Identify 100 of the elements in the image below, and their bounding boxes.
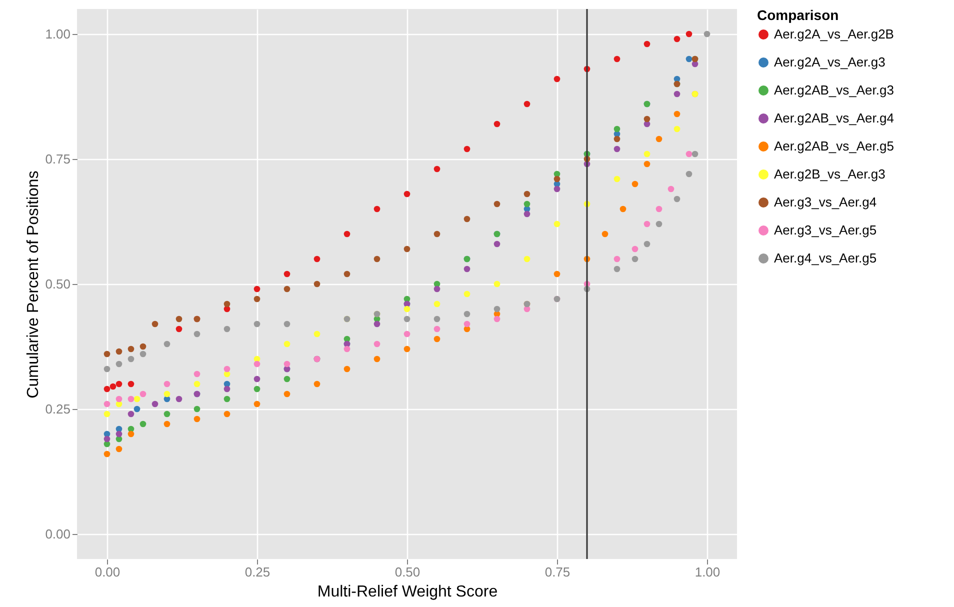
point — [128, 396, 134, 402]
legend-label: Aer.g3_vs_Aer.g4 — [774, 194, 877, 210]
point — [164, 380, 170, 388]
point — [134, 406, 140, 412]
point — [110, 383, 116, 390]
legend-label: Aer.g4_vs_Aer.g5 — [774, 250, 877, 266]
point — [632, 180, 638, 188]
point — [404, 316, 410, 322]
legend-label: Aer.g2A_vs_Aer.g2B — [774, 26, 894, 42]
point — [284, 270, 290, 278]
legend-label: Aer.g2B_vs_Aer.g3 — [774, 166, 886, 182]
point — [284, 340, 290, 348]
x-tick-label: 0.00 — [94, 564, 120, 580]
point — [524, 256, 530, 262]
point — [254, 386, 260, 392]
point — [554, 176, 560, 182]
point — [194, 330, 200, 338]
point — [314, 280, 320, 288]
legend-title: Comparison — [757, 7, 839, 23]
point — [404, 330, 410, 338]
point — [614, 136, 620, 142]
point — [434, 300, 440, 308]
point — [674, 110, 680, 118]
point — [254, 320, 260, 328]
y-tick-label: 0.00 — [45, 526, 70, 542]
y-tick-label: 0.50 — [45, 276, 70, 292]
point — [674, 196, 680, 202]
y-tick-label: 1.00 — [45, 26, 70, 42]
point — [128, 410, 134, 418]
point — [434, 166, 440, 172]
point — [374, 356, 380, 362]
point — [404, 346, 410, 352]
point — [644, 160, 650, 168]
point — [674, 126, 680, 132]
point — [656, 206, 662, 212]
point — [164, 390, 170, 398]
legend-label: Aer.g3_vs_Aer.g5 — [774, 222, 877, 238]
point — [254, 286, 260, 292]
point — [128, 346, 134, 352]
point — [494, 316, 500, 322]
point — [374, 256, 380, 262]
point — [284, 376, 290, 382]
point — [176, 396, 182, 402]
point — [140, 390, 146, 398]
point — [224, 300, 230, 308]
point — [614, 266, 620, 272]
point — [374, 206, 380, 212]
point — [404, 190, 410, 198]
point — [344, 346, 350, 352]
point — [254, 296, 260, 302]
point — [224, 386, 230, 392]
point — [104, 400, 110, 408]
point — [164, 340, 170, 348]
point — [116, 360, 122, 368]
point — [176, 326, 182, 332]
point — [434, 230, 440, 238]
point — [194, 406, 200, 412]
point — [464, 266, 470, 272]
point — [644, 40, 650, 48]
x-axis-title: Multi-Relief Weight Score — [317, 584, 498, 600]
point — [116, 446, 122, 452]
point — [164, 410, 170, 418]
point — [644, 150, 650, 158]
point — [104, 386, 110, 392]
point — [704, 30, 710, 38]
point — [494, 306, 500, 312]
x-tick-label: 1.00 — [694, 564, 720, 580]
point — [602, 230, 608, 238]
point — [116, 348, 122, 355]
point — [176, 316, 182, 322]
point — [224, 326, 230, 332]
point — [140, 420, 146, 428]
point — [152, 400, 158, 408]
point — [614, 176, 620, 182]
point — [686, 150, 692, 158]
point — [614, 146, 620, 152]
point — [344, 270, 350, 278]
point — [254, 376, 260, 382]
point — [284, 360, 290, 368]
point — [524, 210, 530, 218]
point — [554, 270, 560, 278]
point — [128, 380, 134, 388]
point — [464, 290, 470, 298]
point — [632, 246, 638, 252]
point — [164, 420, 170, 428]
point — [284, 286, 290, 292]
point — [614, 256, 620, 262]
point — [104, 410, 110, 418]
point — [686, 30, 692, 38]
point — [104, 450, 110, 458]
point — [314, 256, 320, 262]
point — [152, 320, 158, 328]
point — [686, 56, 692, 62]
point — [644, 240, 650, 248]
point — [434, 326, 440, 332]
point — [494, 200, 500, 208]
point — [134, 396, 140, 402]
point — [464, 310, 470, 318]
point — [656, 136, 662, 142]
point — [656, 220, 662, 228]
